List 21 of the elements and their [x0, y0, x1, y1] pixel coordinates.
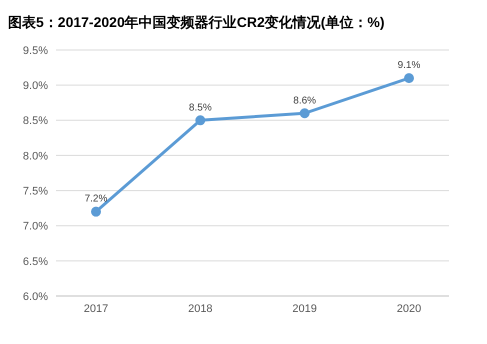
y-tick-label: 7.0%: [22, 220, 48, 233]
y-tick-label: 9.5%: [22, 44, 48, 57]
y-tick-label: 6.0%: [22, 290, 48, 303]
y-tick-label: 6.5%: [22, 256, 48, 268]
y-tick-label: 8.5%: [22, 115, 48, 128]
data-label: 9.1%: [398, 60, 421, 72]
y-tick-label: 8.0%: [22, 150, 48, 162]
point: [195, 115, 206, 126]
x-tick-label: 2017: [84, 302, 108, 315]
data-label: 7.2%: [84, 194, 108, 205]
point: [300, 108, 310, 118]
y-tick-label: 7.5%: [22, 185, 48, 198]
x-tick-label: 2019: [292, 302, 317, 315]
point: [91, 206, 101, 217]
data-label: 8.6%: [293, 95, 316, 106]
x-tick-label: 2018: [188, 302, 213, 315]
y-tick-label: 9.0%: [22, 80, 48, 92]
chart-title: 图表5：2017-2020年中国变频器行业CR2变化情况(单位：%): [8, 13, 386, 32]
x-tick-label: 2020: [396, 302, 422, 315]
point: [404, 73, 414, 84]
data-label: 8.5%: [188, 102, 212, 114]
